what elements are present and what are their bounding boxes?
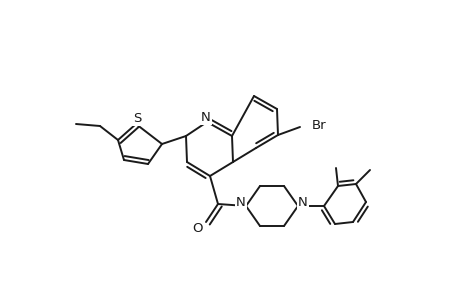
Text: Br: Br [311,118,326,131]
Text: S: S [133,112,141,124]
Text: N: N [235,196,246,209]
Text: N: N [297,196,307,209]
Text: O: O [192,221,203,235]
Text: N: N [201,110,210,124]
